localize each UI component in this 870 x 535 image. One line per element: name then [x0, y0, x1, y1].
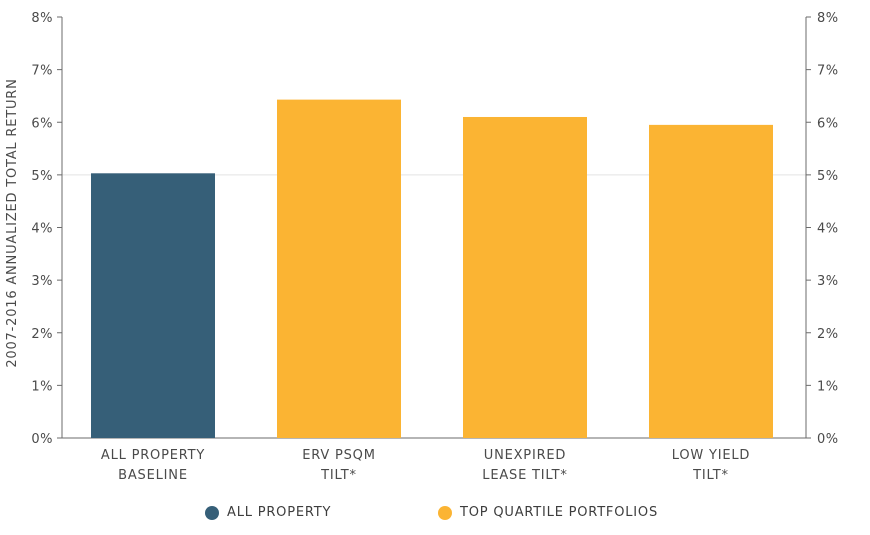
y-tick-label-right: 8%: [817, 11, 839, 26]
x-tick-label: TILT*: [320, 468, 357, 483]
x-tick-label: TILT*: [692, 468, 729, 483]
y-tick-label-right: 0%: [817, 432, 839, 447]
bar-chart: 2007-2016 ANNUALIZED TOTAL RETURN 0% 0% 1%…: [5, 11, 838, 483]
y-tick-label-right: 3%: [817, 274, 839, 289]
legend-swatch-top-quartile: [438, 505, 452, 520]
bar: [91, 173, 215, 438]
legend-item-top-quartile: TOP QUARTILE PORTFOLIOS: [438, 505, 658, 520]
y-tick-label-right: 1%: [817, 379, 839, 394]
legend-label-all-property: ALL PROPERTY: [227, 505, 332, 520]
bar: [463, 116, 587, 439]
y-tick-label-left: 2%: [31, 327, 53, 342]
y-tick-label-right: 6%: [817, 116, 839, 131]
x-tick-label: ERV PSQM: [302, 448, 376, 463]
y-tick-label-right: 5%: [817, 169, 839, 184]
legend: ALL PROPERTY TOP QUARTILE PORTFOLIOS: [0, 505, 870, 525]
y-tick-label-left: 0%: [31, 432, 53, 447]
x-tick-label: BASELINE: [118, 468, 188, 483]
x-tick-label: ALL PROPERTY: [101, 448, 205, 463]
legend-swatch-all-property: [205, 505, 219, 520]
bar: [277, 99, 401, 438]
bar: [649, 124, 773, 438]
y-tick-label-right: 2%: [817, 327, 839, 342]
y-tick-label-left: 1%: [31, 379, 53, 394]
x-tick-label: LOW YIELD: [672, 448, 750, 463]
x-tick-label: UNEXPIRED: [484, 448, 567, 463]
x-tick-label: LEASE TILT*: [482, 468, 567, 483]
y-tick-label-right: 7%: [817, 64, 839, 79]
legend-item-all-property: ALL PROPERTY: [205, 505, 331, 520]
y-axis-label: 2007-2016 ANNUALIZED TOTAL RETURN: [5, 78, 20, 367]
y-tick-label-left: 6%: [31, 116, 53, 131]
legend-label-top-quartile: TOP QUARTILE PORTFOLIOS: [460, 505, 659, 520]
y-tick-label-left: 4%: [31, 222, 53, 237]
y-tick-label-left: 3%: [31, 274, 53, 289]
y-tick-label-left: 5%: [31, 169, 53, 184]
plot-area: 0% 0% 1% 1% 2% 2% 3% 3% 4% 4% 5% 5% 6% 6% 7% 7% 8% 8% ALL …: [31, 11, 838, 483]
y-tick-label-left: 7%: [31, 64, 53, 79]
y-tick-label-right: 4%: [817, 222, 839, 237]
y-tick-label-left: 8%: [31, 11, 53, 26]
